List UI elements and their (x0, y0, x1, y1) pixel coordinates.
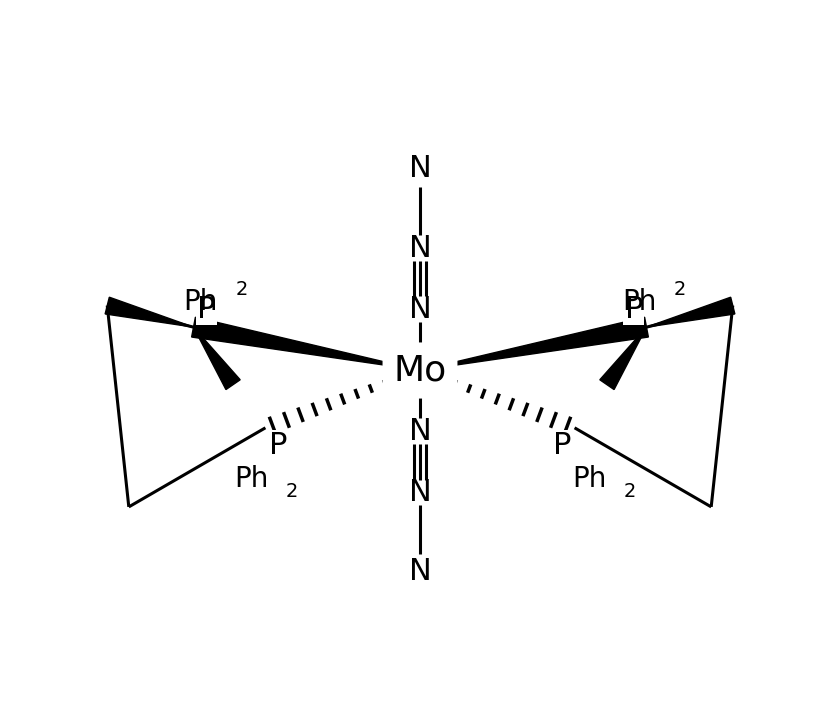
Text: N: N (408, 234, 432, 262)
Text: P: P (269, 431, 287, 460)
Text: Ph: Ph (572, 464, 606, 493)
Text: Ph: Ph (234, 464, 268, 493)
Text: N: N (408, 155, 432, 183)
Text: N: N (408, 557, 432, 586)
Polygon shape (192, 317, 420, 370)
Text: N: N (408, 478, 432, 507)
Text: Ph: Ph (183, 288, 218, 316)
Text: Ph: Ph (622, 288, 657, 316)
Text: P: P (553, 431, 571, 460)
Polygon shape (193, 327, 240, 390)
Text: N: N (408, 417, 432, 446)
Text: P: P (624, 295, 643, 324)
Text: N: N (408, 295, 432, 324)
Text: Mo: Mo (393, 353, 447, 388)
Text: 2: 2 (674, 280, 686, 299)
Text: 2: 2 (623, 482, 636, 501)
Text: 2: 2 (235, 280, 248, 299)
Polygon shape (600, 327, 647, 390)
Text: 2: 2 (286, 482, 298, 501)
Polygon shape (420, 317, 648, 370)
Text: P: P (197, 295, 216, 324)
Polygon shape (105, 297, 193, 327)
Polygon shape (647, 297, 735, 327)
